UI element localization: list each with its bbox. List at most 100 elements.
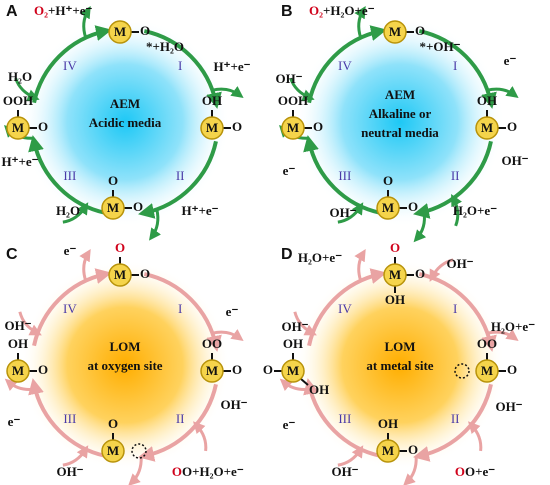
metal-atom bbox=[376, 196, 400, 220]
branch-arrow bbox=[337, 445, 364, 467]
metal-label: M bbox=[114, 24, 126, 39]
panel-label: D bbox=[281, 246, 293, 263]
step-numeral: I bbox=[453, 301, 457, 316]
cycle-arrow bbox=[413, 383, 493, 462]
metal-label: M bbox=[382, 200, 394, 215]
cycle-arrow bbox=[28, 135, 107, 215]
metal-label: M bbox=[107, 200, 119, 215]
ligand: O bbox=[408, 442, 418, 457]
ligand: OOH bbox=[278, 93, 308, 108]
species-label: OH⁻ bbox=[4, 318, 31, 333]
metal-atom bbox=[475, 359, 499, 383]
species-label: O bbox=[455, 464, 465, 479]
cycle-arrow bbox=[418, 29, 497, 109]
branch-arrow bbox=[467, 421, 483, 452]
species-label: OH⁻ bbox=[501, 153, 528, 168]
ligand: O bbox=[390, 240, 400, 255]
ligand: O bbox=[38, 362, 48, 377]
branch-arrow bbox=[289, 77, 315, 101]
metal-atom bbox=[200, 359, 224, 383]
cycle-arrow bbox=[143, 272, 222, 352]
species-label: OH⁻ bbox=[331, 464, 358, 479]
ligand: O bbox=[263, 362, 273, 377]
species-label: e⁻ bbox=[226, 304, 239, 319]
ligand: O bbox=[140, 23, 150, 38]
metal-label: M bbox=[12, 120, 24, 135]
vacancy bbox=[131, 443, 147, 459]
species-label: +H⁺+e⁻ bbox=[48, 3, 93, 18]
branch-arrow bbox=[487, 86, 519, 98]
metal-label: M bbox=[382, 443, 394, 458]
metal-atom bbox=[6, 359, 30, 383]
ligand: O bbox=[313, 119, 323, 134]
branch-arrow bbox=[212, 86, 244, 98]
center-text: neutral media bbox=[361, 125, 439, 140]
cycle-arrow bbox=[303, 378, 382, 458]
ligand: OH bbox=[8, 336, 28, 351]
species-label: H₂O+e⁻ bbox=[491, 319, 535, 334]
ligand: OOH bbox=[3, 93, 33, 108]
branch-arrow bbox=[14, 77, 40, 101]
species-label: H⁺+e⁻ bbox=[1, 154, 38, 169]
step-numeral: IV bbox=[63, 58, 77, 73]
step-numeral: II bbox=[176, 168, 185, 183]
panel-label: C bbox=[6, 246, 18, 263]
ligand: OO bbox=[202, 336, 222, 351]
branch-arrow bbox=[128, 456, 143, 485]
branch-arrow bbox=[212, 329, 244, 341]
branch-arrow bbox=[279, 378, 311, 392]
metal-atom bbox=[281, 116, 305, 140]
step-numeral: II bbox=[176, 411, 185, 426]
center-text: LOM bbox=[109, 339, 140, 354]
ligand: O bbox=[507, 119, 517, 134]
ligand: O bbox=[383, 173, 393, 188]
metal-label: M bbox=[389, 24, 401, 39]
species-label: OH⁻ bbox=[220, 397, 247, 412]
center-text: Acidic media bbox=[89, 115, 162, 130]
cycle-arrow bbox=[303, 135, 382, 215]
species-label: e⁻ bbox=[283, 163, 296, 178]
glow bbox=[295, 260, 505, 470]
ligand: O bbox=[408, 199, 418, 214]
branch-arrow bbox=[487, 329, 519, 341]
metal-atom bbox=[475, 116, 499, 140]
ligand: O bbox=[507, 362, 517, 377]
species-label: OH⁻ bbox=[329, 205, 356, 220]
step-numeral: III bbox=[63, 411, 76, 426]
ligand: O bbox=[115, 240, 125, 255]
panel-label: A bbox=[6, 3, 18, 20]
metal-label: M bbox=[114, 267, 126, 282]
glow bbox=[20, 17, 230, 227]
metal-atom bbox=[281, 359, 305, 383]
metal-atom bbox=[6, 116, 30, 140]
species-label: e⁻ bbox=[64, 243, 77, 258]
species-label: H₂O bbox=[8, 69, 32, 84]
metal-atom bbox=[101, 439, 125, 463]
metal-label: M bbox=[287, 120, 299, 135]
metal-atom bbox=[376, 439, 400, 463]
ligand: O bbox=[415, 23, 425, 38]
ligand: OH bbox=[309, 382, 329, 397]
ligand: OO bbox=[477, 336, 497, 351]
species-label: e⁻ bbox=[283, 417, 296, 432]
ligand: O bbox=[232, 119, 242, 134]
species-label: e⁻ bbox=[8, 414, 21, 429]
glow bbox=[295, 17, 505, 227]
species-label: H₂O bbox=[56, 203, 80, 218]
species-label: e⁻ bbox=[504, 53, 517, 68]
metal-atom bbox=[108, 263, 132, 287]
ligand: OH bbox=[385, 292, 405, 307]
branch-arrow bbox=[413, 211, 427, 243]
metal-label: M bbox=[287, 363, 299, 378]
branch-arrow bbox=[79, 248, 91, 282]
center-text: AEM bbox=[110, 96, 140, 111]
species-label: *+OH⁻ bbox=[420, 39, 461, 54]
cycle-arrow bbox=[28, 378, 107, 458]
ligand: OH bbox=[283, 336, 303, 351]
step-numeral: IV bbox=[63, 301, 77, 316]
species-label: OH⁻ bbox=[56, 464, 83, 479]
